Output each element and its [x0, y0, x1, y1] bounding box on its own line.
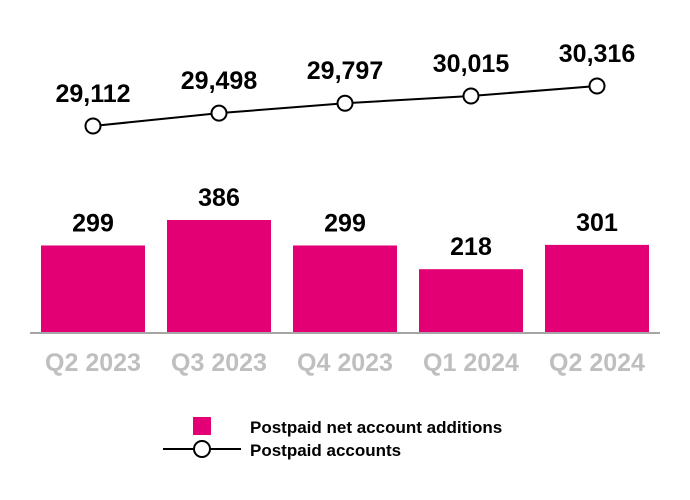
x-axis-label: Q2 2024	[549, 349, 645, 377]
line-series	[84, 77, 606, 135]
bar	[167, 220, 271, 333]
line-value-label: 30,316	[559, 40, 635, 68]
bar-value-labels: 299 386 299 218 301	[72, 184, 618, 261]
legend-label-bars: Postpaid net account additions	[250, 418, 502, 437]
x-axis-label: Q2 2023	[45, 349, 141, 377]
line-value-labels: 29,112 29,498 29,797 30,015 30,316	[55, 40, 635, 108]
line-marker-circle-icon	[84, 117, 102, 135]
x-axis-label: Q1 2024	[423, 349, 519, 377]
bar	[419, 269, 523, 333]
legend-bar-swatch-icon	[193, 417, 211, 435]
bar	[293, 245, 397, 333]
x-axis-label: Q3 2023	[171, 349, 267, 377]
x-axis-labels: Q2 2023 Q3 2023 Q4 2023 Q1 2024 Q2 2024	[45, 349, 645, 377]
line-marker-circle-icon	[588, 77, 606, 95]
line-marker-circle-icon	[210, 104, 228, 122]
bar-value-label: 386	[198, 184, 240, 212]
line-value-label: 30,015	[433, 50, 510, 78]
bar	[545, 244, 649, 333]
legend: Postpaid net account additions Postpaid …	[163, 417, 502, 460]
line-value-label: 29,797	[307, 57, 383, 85]
bar-series	[41, 220, 649, 333]
x-axis-label: Q4 2023	[297, 349, 393, 377]
line-marker-circle-icon	[336, 94, 354, 112]
bar-value-label: 218	[450, 233, 492, 261]
bar-value-label: 299	[72, 209, 114, 237]
line-value-label: 29,112	[55, 80, 130, 108]
bar-value-label: 299	[324, 209, 366, 237]
legend-label-line: Postpaid accounts	[250, 441, 401, 460]
line-value-label: 29,498	[181, 67, 258, 95]
bar	[41, 245, 145, 333]
line-marker-circle-icon	[462, 87, 480, 105]
legend-circle-marker-icon	[193, 440, 211, 458]
bar-value-label: 301	[576, 209, 618, 237]
